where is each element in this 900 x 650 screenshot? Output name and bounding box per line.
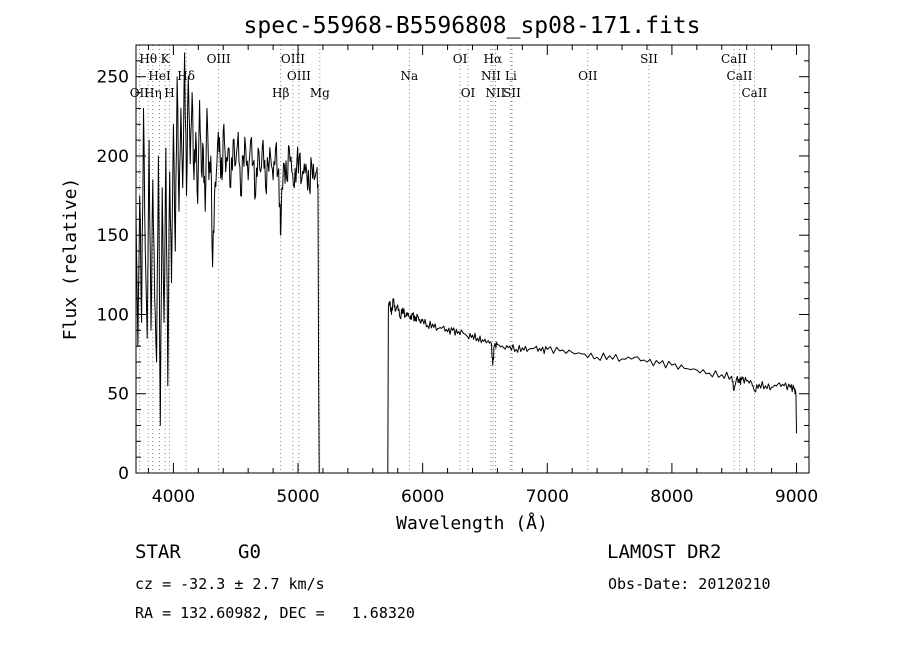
line-marker-label: OII	[578, 69, 598, 83]
line-marker-label: NII	[481, 69, 501, 83]
line-marker-label: HeI	[148, 69, 171, 83]
x-tick-label: 6000	[401, 487, 444, 507]
line-marker-label: OIII	[287, 69, 311, 83]
line-marker-label: NII	[485, 86, 505, 100]
x-tick-label: 8000	[650, 487, 693, 507]
x-axis-label: Wavelength (Å)	[396, 512, 548, 534]
y-tick-label: 100	[97, 305, 129, 325]
x-tick-label: 5000	[276, 487, 319, 507]
redshift-text: cz = -32.3 ± 2.7 km/s	[135, 575, 325, 593]
line-marker-label: Hθ	[139, 52, 157, 66]
line-marker-label: CaII	[721, 52, 747, 66]
line-marker-label: SII	[503, 86, 521, 100]
y-tick-label: 50	[107, 385, 129, 405]
object-class: STAR	[135, 541, 181, 563]
line-marker-label: K	[161, 52, 171, 66]
y-tick-label: 250	[97, 68, 129, 88]
x-tick-label: 7000	[526, 487, 569, 507]
spectral-subclass: G0	[238, 541, 261, 563]
axis-ticks: 4000 5000 6000 7000 8000 9000 0 50 100 150 200 250	[97, 45, 818, 507]
line-guides	[138, 45, 755, 473]
line-marker-label: OI	[453, 52, 468, 66]
line-marker-label: Mg	[310, 86, 330, 100]
line-marker-label: Hη	[144, 86, 162, 100]
y-tick-label: 150	[97, 226, 129, 246]
obs-date: Obs-Date: 20120210	[608, 575, 771, 593]
y-tick-label: 200	[97, 147, 129, 167]
line-marker-label: H	[164, 86, 174, 100]
plot-frame	[135, 44, 810, 474]
spectrum-line-blue	[135, 52, 320, 474]
line-marker-label: Na	[400, 69, 418, 83]
spectrum-series	[135, 52, 797, 474]
x-tick-label: 4000	[152, 487, 195, 507]
line-marker-label: SII	[640, 52, 658, 66]
line-marker-label: CaII	[741, 86, 767, 100]
spectrum-line-red	[387, 298, 797, 474]
line-marker-label: Li	[505, 69, 517, 83]
y-tick-label: 0	[118, 464, 129, 484]
chart-title: spec-55968-B5596808_sp08-171.fits	[244, 13, 701, 39]
line-marker-label: OIII	[207, 52, 231, 66]
line-marker-label: OI	[461, 86, 476, 100]
line-marker-label: CaII	[727, 69, 753, 83]
line-marker-label: Hα	[484, 52, 503, 66]
x-tick-label: 9000	[775, 487, 818, 507]
coordinates: RA = 132.60982, DEC = 1.68320	[135, 604, 415, 622]
line-marker-label: Hδ	[177, 69, 195, 83]
y-axis-label: Flux (relative)	[60, 178, 81, 341]
survey-name: LAMOST DR2	[607, 541, 722, 563]
line-marker-label: OIII	[281, 52, 305, 66]
line-marker-label: Hβ	[272, 86, 289, 100]
